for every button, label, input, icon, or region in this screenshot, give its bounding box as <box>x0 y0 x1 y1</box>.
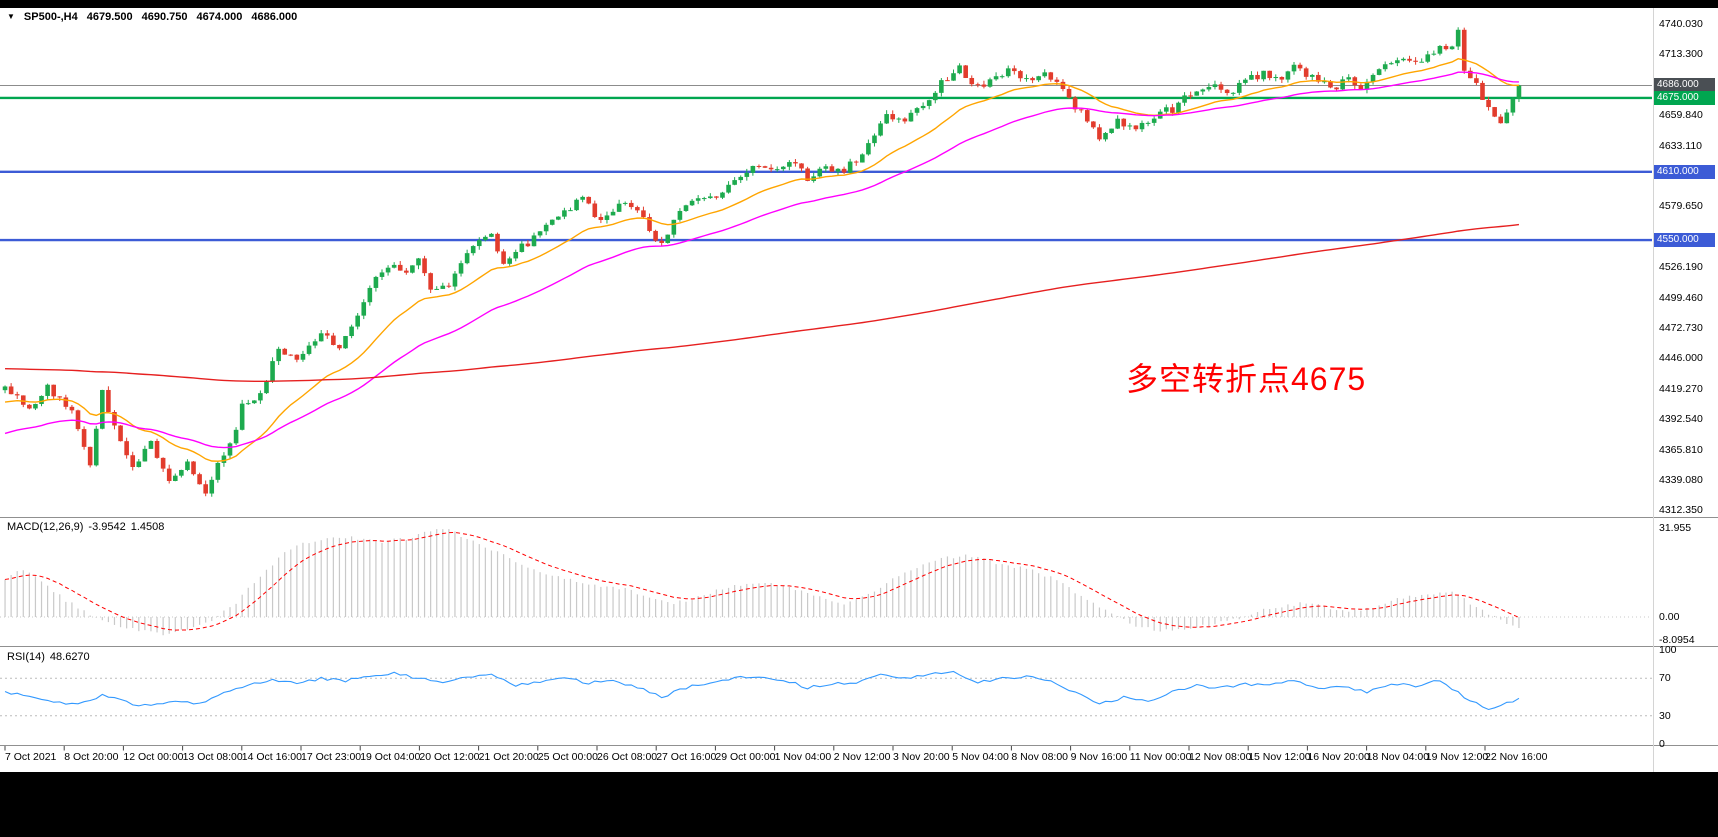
quote-close: 4686.000 <box>251 11 298 23</box>
ma-slow-red-line <box>5 223 1520 383</box>
quote-high: 4690.750 <box>141 11 188 23</box>
rsi-value: 48.6270 <box>49 651 90 663</box>
candles-layer <box>2 27 1522 497</box>
chart-annotation-text: 多空转折点4675 <box>1126 361 1367 397</box>
symbol-info-bar: ▼ SP500-,H4 4679.500 4690.750 4674.000 4… <box>7 11 297 23</box>
macd-signal-value: 1.4508 <box>130 521 165 533</box>
ma-mid-magenta-line <box>4 71 1519 449</box>
rsi-line <box>4 670 1520 711</box>
bottom-strip <box>0 772 1718 837</box>
quote-low: 4674.000 <box>196 11 243 23</box>
time-ticks <box>4 746 1486 751</box>
macd-histogram <box>4 529 1520 636</box>
macd-indicator-label: MACD(12,26,9) -3.9542 1.4508 <box>7 521 169 533</box>
quote-open: 4679.500 <box>86 11 133 23</box>
rsi-name: RSI(14) <box>7 651 45 663</box>
symbol-timeframe-label: SP500-,H4 <box>23 11 78 23</box>
macd-value: -3.9542 <box>88 521 126 533</box>
panel-separators <box>0 8 1718 772</box>
macd-name: MACD(12,26,9) <box>7 521 84 533</box>
ma-fast-orange-line <box>4 57 1519 462</box>
level-lines <box>0 84 1652 242</box>
rsi-indicator-label: RSI(14) 48.6270 <box>7 651 95 663</box>
macd-signal-line <box>4 531 1520 631</box>
chevron-down-icon[interactable]: ▼ <box>7 12 15 21</box>
rsi-level-lines <box>0 677 1652 717</box>
top-strip <box>0 0 1718 8</box>
